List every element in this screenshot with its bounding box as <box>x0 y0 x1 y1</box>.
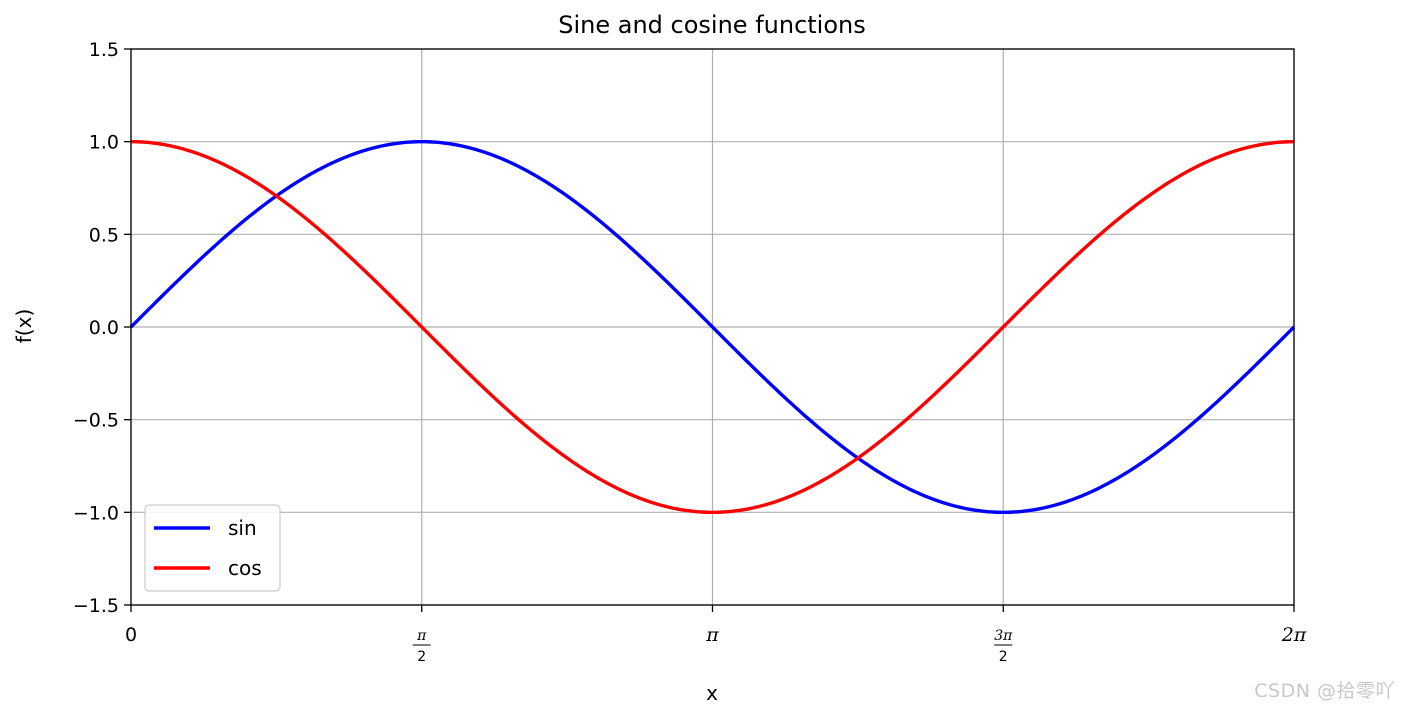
x-axis-label: x <box>706 681 718 705</box>
legend-label-sin: sin <box>228 516 257 540</box>
y-tick-label-1: −1.0 <box>73 502 119 524</box>
x-tick-label-4: 2π <box>1281 624 1307 646</box>
chart-title: Sine and cosine functions <box>558 11 866 39</box>
y-tick-label-3: 0.0 <box>89 317 119 339</box>
series-line-sin <box>129 139 1296 515</box>
y-axis-label: f(x) <box>12 309 36 343</box>
y-tick-label-6: 1.5 <box>89 39 119 61</box>
x-tick-numerator: π <box>416 628 427 644</box>
x-tick-label-0: 0 <box>125 624 137 646</box>
x-tick-denominator: 2 <box>999 649 1008 665</box>
watermark: CSDN @拾零吖 <box>1254 680 1395 702</box>
x-tick-label-3: 3π2 <box>994 628 1013 665</box>
y-tick-label-4: 0.5 <box>89 224 119 246</box>
y-axis-ticks: −1.5 −1.0 −0.5 0.0 0.5 1.0 1.5 <box>73 39 131 617</box>
legend: sin cos <box>144 504 281 592</box>
series-lines <box>129 139 1296 515</box>
legend-label-cos: cos <box>228 556 262 580</box>
x-tick-label-2: π <box>705 624 719 646</box>
x-tick-numerator: 3π <box>994 628 1013 644</box>
y-tick-label-0: −1.5 <box>73 595 119 617</box>
y-tick-label-2: −0.5 <box>73 410 119 432</box>
y-tick-label-5: 1.0 <box>89 132 119 154</box>
x-tick-label-1: π2 <box>412 628 431 665</box>
series-line-cos <box>130 139 1295 515</box>
x-tick-denominator: 2 <box>417 649 426 665</box>
